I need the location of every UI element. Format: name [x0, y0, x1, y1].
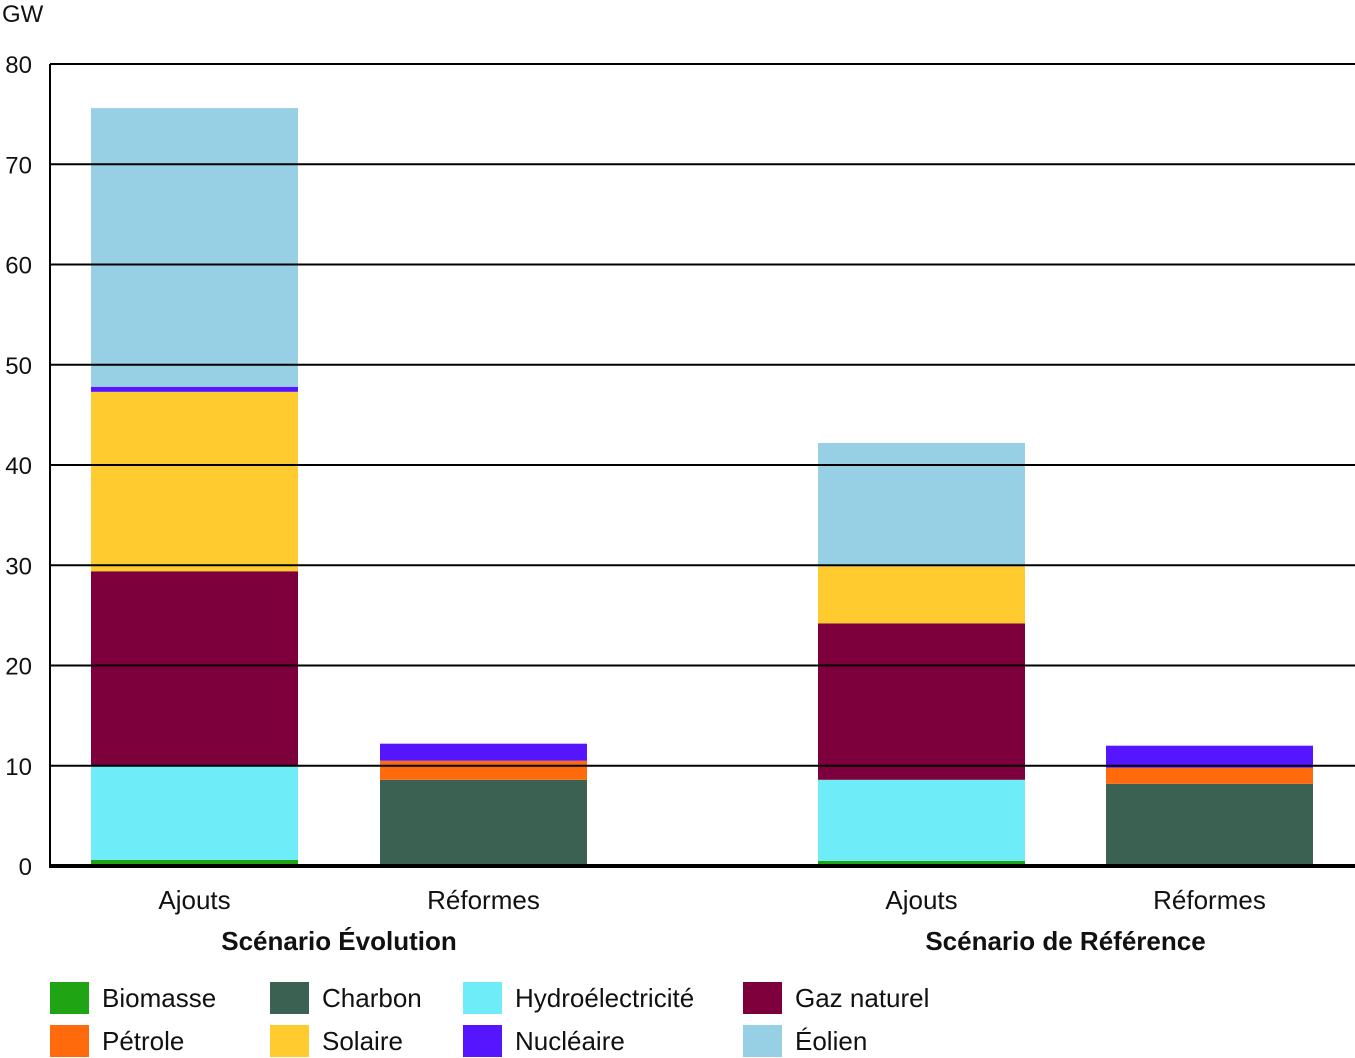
bar-segment-hydroelectricite [91, 765, 298, 860]
bar-segment-petrole [380, 760, 587, 780]
bar-segment-hydroelectricite [818, 779, 1025, 861]
bar-segment-solaire [818, 566, 1025, 624]
legend-swatch [270, 982, 309, 1014]
legend-label: Solaire [322, 1026, 403, 1056]
legend-swatch [270, 1025, 309, 1057]
bar-segment-eolien [91, 108, 298, 387]
legend-label: Pétrole [102, 1026, 184, 1056]
bar-segment-gaz-naturel [818, 623, 1025, 780]
bar-segment-charbon [1106, 783, 1313, 866]
y-tick-label: 20 [5, 654, 32, 681]
x-tick-label: Réformes [427, 885, 540, 915]
y-axis-label: GW [2, 1, 44, 28]
bar-segment-biomasse [818, 860, 1025, 866]
legend-swatch [743, 982, 782, 1014]
legend-swatch [463, 982, 502, 1014]
legend-swatch [50, 982, 89, 1014]
legend-swatch [463, 1025, 502, 1057]
y-tick-label: 50 [5, 353, 32, 380]
x-tick-label: Ajouts [158, 885, 230, 915]
bar-segment-solaire [91, 391, 298, 572]
x-tick-label: Réformes [1153, 885, 1266, 915]
y-tick-label: 30 [5, 553, 32, 580]
bar-segment-nucleaire [91, 386, 298, 392]
legend-label: Éolien [795, 1026, 867, 1056]
bar-segment-nucleaire [1106, 745, 1313, 768]
legend-label: Nucléaire [515, 1026, 625, 1056]
legend-label: Charbon [322, 983, 422, 1013]
group-label: Scénario Évolution [221, 926, 457, 956]
bar-segment-petrole [1106, 767, 1313, 784]
y-tick-label: 40 [5, 453, 32, 480]
bar-segment-charbon [380, 779, 587, 866]
bar-segment-gaz-naturel [91, 571, 298, 766]
bar-segment-biomasse [91, 859, 298, 866]
bar-segment-eolien [818, 442, 1025, 567]
legend-label: Gaz naturel [795, 983, 929, 1013]
y-tick-label: 0 [19, 854, 32, 881]
legend-label: Biomasse [102, 983, 216, 1013]
legend-swatch [50, 1025, 89, 1057]
group-label: Scénario de Référence [925, 926, 1205, 956]
legend-label: Hydroélectricité [515, 983, 694, 1013]
x-tick-label: Ajouts [885, 885, 957, 915]
y-tick-label: 10 [5, 754, 32, 781]
y-tick-label: 60 [5, 253, 32, 280]
y-tick-label: 70 [5, 152, 32, 179]
y-tick-label: 80 [5, 52, 32, 79]
legend-swatch [743, 1025, 782, 1057]
bar-segment-nucleaire [380, 743, 587, 761]
